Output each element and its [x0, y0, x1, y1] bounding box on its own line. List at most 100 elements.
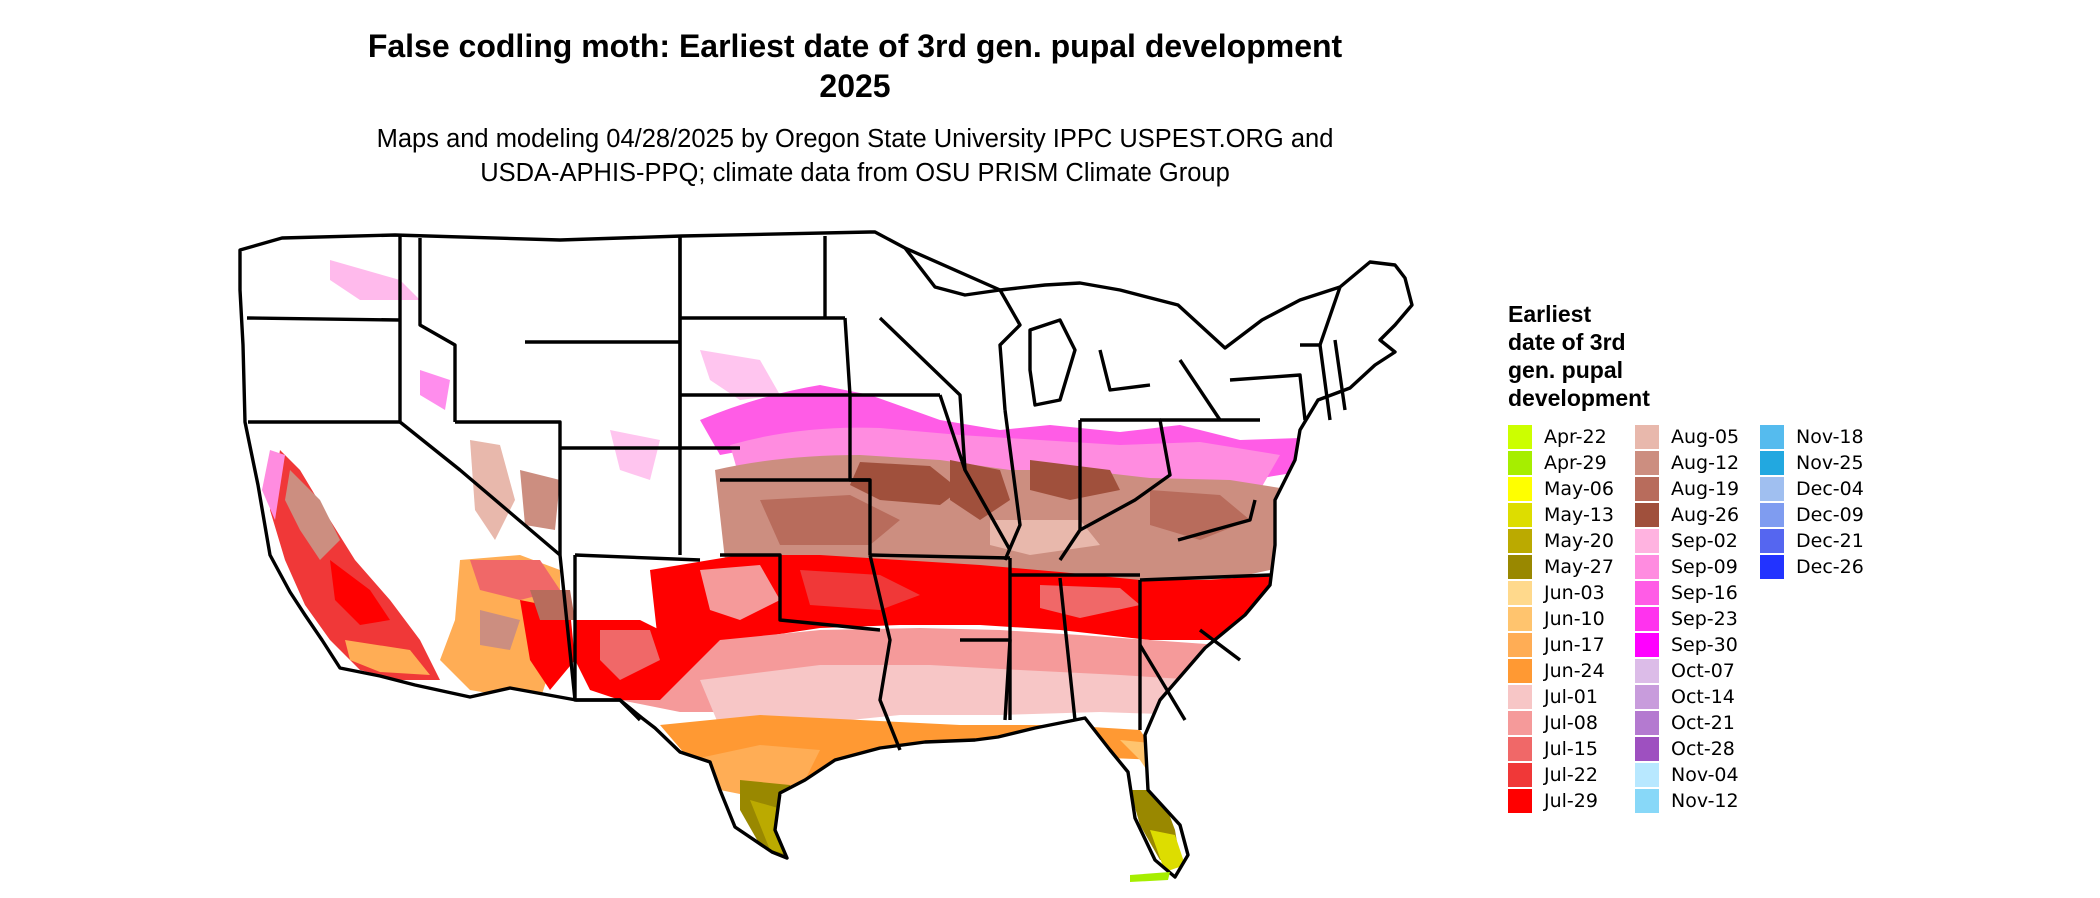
legend-label: Apr-29: [1544, 452, 1607, 474]
legend-label: Nov-25: [1796, 452, 1864, 474]
legend-label: Oct-28: [1671, 738, 1735, 760]
legend-swatch: [1635, 451, 1659, 475]
legend-swatch: [1635, 529, 1659, 553]
legend-item: Oct-28: [1635, 736, 1735, 762]
legend-label: Aug-19: [1671, 478, 1740, 500]
legend-swatch: [1635, 763, 1659, 787]
legend-swatch: [1635, 581, 1659, 605]
legend-item: May-13: [1508, 502, 1614, 528]
legend-item: Aug-19: [1635, 476, 1739, 502]
legend-swatch: [1635, 425, 1659, 449]
legend-item: Aug-26: [1635, 502, 1739, 528]
legend-title: Earliest date of 3rd gen. pupal developm…: [1508, 300, 1650, 412]
legend-swatch: [1508, 503, 1532, 527]
keys-marks: [1130, 872, 1170, 882]
legend-swatch: [1508, 607, 1532, 631]
legend-item: Jul-29: [1508, 788, 1598, 814]
legend-swatch: [1508, 685, 1532, 709]
legend-item: Jul-08: [1508, 710, 1598, 736]
legend-item: Sep-02: [1635, 528, 1738, 554]
legend-swatch: [1508, 425, 1532, 449]
legend-item: Jul-22: [1508, 762, 1598, 788]
map-title: False codling moth: Earliest date of 3rd…: [240, 26, 1470, 106]
legend-label: Sep-23: [1671, 608, 1738, 630]
heat-layer: [240, 232, 1412, 877]
legend-item: Aug-05: [1635, 424, 1739, 450]
legend-label: Dec-21: [1796, 530, 1864, 552]
legend-label: May-13: [1544, 504, 1614, 526]
legend-item: Apr-29: [1508, 450, 1607, 476]
legend-item: Sep-23: [1635, 606, 1738, 632]
legend-swatch: [1760, 529, 1784, 553]
legend-label: Jul-22: [1544, 764, 1598, 786]
legend-label: Jun-03: [1544, 582, 1605, 604]
legend-item: Jun-10: [1508, 606, 1605, 632]
legend-item: Jul-01: [1508, 684, 1598, 710]
legend-item: Nov-18: [1760, 424, 1864, 450]
legend-item: Dec-26: [1760, 554, 1864, 580]
legend-label: Nov-18: [1796, 426, 1864, 448]
legend-label: Dec-04: [1796, 478, 1864, 500]
subtitle-line2: USDA-APHIS-PPQ; climate data from OSU PR…: [480, 159, 1230, 187]
legend-swatch: [1508, 529, 1532, 553]
legend-swatch: [1635, 711, 1659, 735]
legend-item: Nov-12: [1635, 788, 1739, 814]
legend-label: Jul-15: [1544, 738, 1598, 760]
legend-label: Oct-14: [1671, 686, 1735, 708]
legend-title-line: gen. pupal: [1508, 357, 1623, 383]
legend-item: Sep-16: [1635, 580, 1738, 606]
legend-item: Jun-03: [1508, 580, 1605, 606]
legend-label: May-06: [1544, 478, 1614, 500]
legend-label: Apr-22: [1544, 426, 1607, 448]
legend-item: Nov-04: [1635, 762, 1739, 788]
legend-item: Sep-30: [1635, 632, 1738, 658]
legend-title-line: date of 3rd: [1508, 329, 1626, 355]
legend-swatch: [1635, 607, 1659, 631]
legend-swatch: [1760, 451, 1784, 475]
legend-swatch: [1635, 477, 1659, 501]
legend-label: Aug-26: [1671, 504, 1740, 526]
legend-item: May-20: [1508, 528, 1614, 554]
legend-title-line: Earliest: [1508, 301, 1592, 327]
legend-item: Apr-22: [1508, 424, 1607, 450]
map-title-line1: False codling moth: Earliest date of 3rd…: [367, 28, 1343, 64]
legend-label: Nov-12: [1671, 790, 1739, 812]
legend-swatch: [1760, 477, 1784, 501]
legend-swatch: [1635, 789, 1659, 813]
legend-swatch: [1760, 555, 1784, 579]
state-borders: [238, 230, 1414, 879]
legend-swatch: [1635, 659, 1659, 683]
legend-item: Dec-09: [1760, 502, 1864, 528]
legend-swatch: [1635, 503, 1659, 527]
legend-item: Nov-25: [1760, 450, 1864, 476]
legend-label: Jul-08: [1544, 712, 1598, 734]
legend-swatch: [1635, 685, 1659, 709]
legend-label: Nov-04: [1671, 764, 1739, 786]
legend-item: May-06: [1508, 476, 1614, 502]
legend-item: Sep-09: [1635, 554, 1738, 580]
legend-swatch: [1508, 737, 1532, 761]
legend-label: Sep-30: [1671, 634, 1738, 656]
legend-swatch: [1760, 503, 1784, 527]
legend-label: Aug-05: [1671, 426, 1740, 448]
legend-item: Aug-12: [1635, 450, 1739, 476]
legend-swatch: [1508, 477, 1532, 501]
legend-item: Jun-24: [1508, 658, 1605, 684]
legend-swatch: [1508, 555, 1532, 579]
map-title-line2: 2025: [819, 68, 891, 104]
legend-label: Jun-24: [1544, 660, 1605, 682]
legend-item: Oct-14: [1635, 684, 1735, 710]
legend-label: Aug-12: [1671, 452, 1740, 474]
legend-item: Oct-07: [1635, 658, 1735, 684]
us-heat-map: [238, 230, 1414, 882]
legend-item: May-27: [1508, 554, 1614, 580]
legend-label: Dec-26: [1796, 556, 1864, 578]
legend-swatch: [1635, 555, 1659, 579]
map-subtitle: Maps and modeling 04/28/2025 by Oregon S…: [240, 122, 1470, 190]
legend-label: Oct-21: [1671, 712, 1735, 734]
legend-label: Sep-16: [1671, 582, 1738, 604]
legend-swatch: [1508, 789, 1532, 813]
legend-item: Dec-21: [1760, 528, 1864, 554]
legend-swatch: [1508, 633, 1532, 657]
legend-label: Jun-10: [1544, 608, 1605, 630]
